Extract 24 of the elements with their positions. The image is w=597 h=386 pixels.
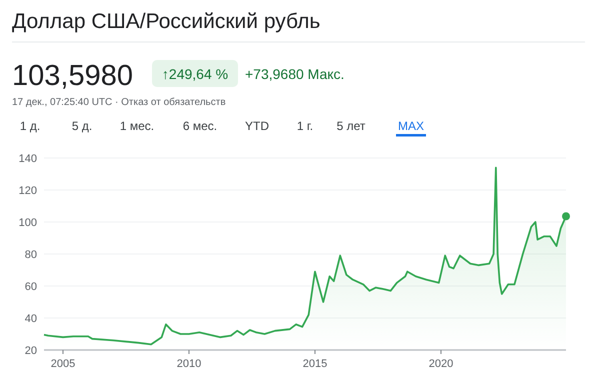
chart-subtitle: 103,5980 xyxy=(12,60,133,92)
x-tick-label: 2015 xyxy=(302,358,328,370)
y-tick-label: 80 xyxy=(24,249,37,261)
text: 5 лет xyxy=(336,119,366,133)
text: 1 г. xyxy=(296,119,314,133)
y-tick-label: 60 xyxy=(24,281,37,293)
text: 1 мес. xyxy=(120,119,154,133)
y-tick-label: 100 xyxy=(18,217,37,229)
text: ↑249,64 % xyxy=(162,66,228,82)
text: 6 мес. xyxy=(182,119,218,133)
text: YTD xyxy=(245,119,270,133)
text: MAX xyxy=(398,119,424,133)
text: 17 дек., 07:25:40 UTC · Отказ от обязательств xyxy=(12,97,226,108)
y-tick-label: 120 xyxy=(18,185,37,197)
x-tick-label: 2020 xyxy=(428,358,454,370)
text: 5 д. xyxy=(72,119,92,133)
y-tick-label: 140 xyxy=(18,153,37,165)
x-tick-label: 2010 xyxy=(176,358,202,370)
y-tick-label: 20 xyxy=(24,345,37,357)
x-tick-label: 2005 xyxy=(50,358,76,370)
text: +73,9680 Макс. xyxy=(245,66,344,82)
text: 1 д. xyxy=(20,119,40,133)
y-tick-label: 40 xyxy=(24,313,37,325)
chart-title: Доллар США/Российский рубль xyxy=(12,10,320,33)
